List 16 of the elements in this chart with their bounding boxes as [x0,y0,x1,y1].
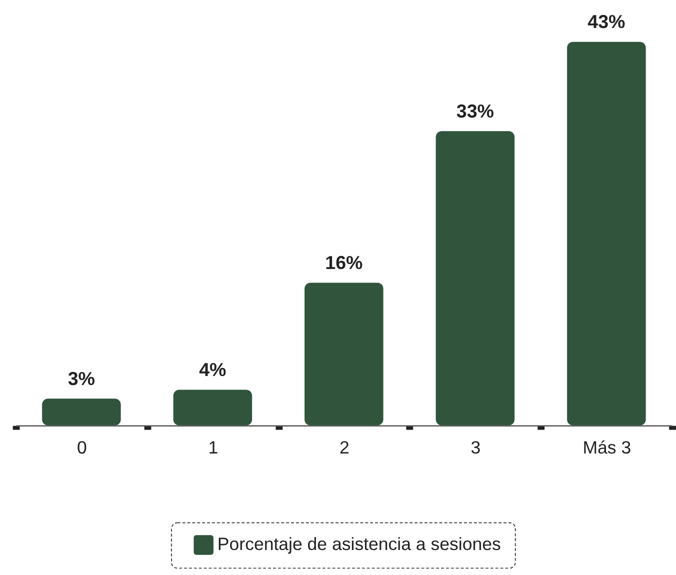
data-label: 16% [325,252,364,273]
x-tick-label: 0 [76,438,87,458]
bar [304,282,384,426]
x-tick-label: 2 [339,438,350,458]
data-label: 43% [588,11,626,32]
data-label: 3% [68,368,96,389]
legend-label: Porcentaje de asistencia a sesiones [217,534,501,554]
x-tick-label: 3 [470,438,481,458]
bar [42,398,121,426]
bar [436,131,515,426]
x-tick-label: Más 3 [582,438,632,458]
x-tick-label: 1 [208,438,218,458]
bar [567,42,646,426]
data-label: 4% [199,358,227,380]
bar [173,390,252,426]
data-label: 33% [456,100,494,122]
